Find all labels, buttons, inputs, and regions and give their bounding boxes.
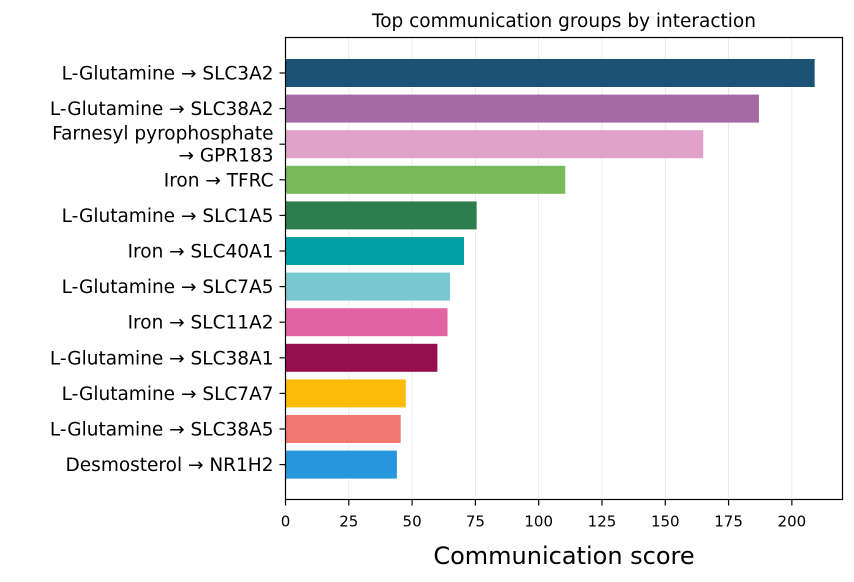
x-tick-label: 175 xyxy=(714,513,743,531)
y-tick-label: L-Glutamine → SLC38A5 xyxy=(50,420,274,441)
y-tick-label: L-Glutamine → SLC7A7 xyxy=(62,384,274,405)
x-tick-label: 75 xyxy=(466,513,485,531)
bar xyxy=(285,450,397,479)
bars xyxy=(285,59,815,479)
bar xyxy=(285,343,438,372)
chart-title: Top communication groups by interaction xyxy=(371,11,756,32)
bar xyxy=(285,59,815,87)
y-tick-label: L-Glutamine → SLC3A2 xyxy=(62,64,274,85)
x-tick-label: 150 xyxy=(651,513,680,531)
bar xyxy=(285,379,406,408)
bar xyxy=(285,415,401,443)
x-tick-label: 100 xyxy=(524,513,553,531)
bar xyxy=(285,130,704,159)
y-tick-label: Iron → SLC40A1 xyxy=(128,242,274,263)
x-axis-ticks: 0 25 50 75 100 125 150 175 200 xyxy=(281,499,807,531)
bar xyxy=(285,237,464,265)
y-tick-label: L-Glutamine → SLC7A5 xyxy=(62,277,274,298)
y-tick-label: L-Glutamine → SLC1A5 xyxy=(62,206,274,227)
bar xyxy=(285,272,451,301)
bar xyxy=(285,165,566,194)
x-tick-label: 50 xyxy=(403,513,422,531)
y-axis-ticks: L-Glutamine → SLC3A2 L-Glutamine → SLC38A… xyxy=(50,64,286,476)
x-tick-label: 0 xyxy=(281,513,291,531)
y-tick-label: Iron → TFRC xyxy=(164,170,274,191)
y-tick-label: Iron → SLC11A2 xyxy=(128,313,274,334)
bar xyxy=(285,201,477,230)
y-tick-label: Farnesyl pyrophosphate → GPR183 xyxy=(52,124,273,167)
y-tick-label: L-Glutamine → SLC38A2 xyxy=(50,99,274,120)
plot-frame xyxy=(284,36,844,501)
bar xyxy=(285,94,759,123)
x-tick-label: 25 xyxy=(339,513,358,531)
y-tick-label: L-Glutamine → SLC38A1 xyxy=(50,348,274,369)
y-tick-label: Desmosterol → NR1H2 xyxy=(66,455,274,476)
bar xyxy=(285,308,448,337)
x-tick-label: 125 xyxy=(588,513,617,531)
x-tick-label: 200 xyxy=(778,513,807,531)
x-axis-label: Communication score xyxy=(433,542,694,570)
